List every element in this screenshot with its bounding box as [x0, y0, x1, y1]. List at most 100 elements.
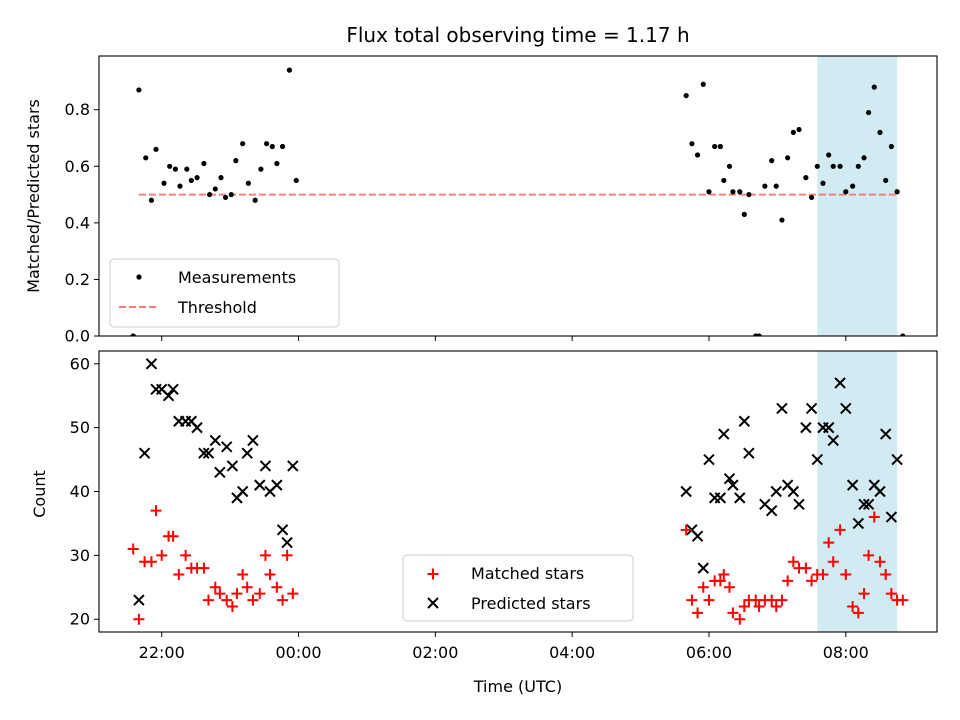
measurement-point	[167, 163, 173, 169]
measurement-point	[683, 92, 689, 99]
matched-star-marker	[727, 607, 739, 619]
predicted-star-marker	[834, 377, 846, 389]
y-tick-label: 40	[70, 482, 90, 501]
measurement-point	[721, 177, 727, 184]
matched-star-marker	[145, 556, 157, 568]
measurement-point	[153, 146, 159, 152]
measurement-point	[148, 197, 155, 203]
predicted-star-marker	[827, 434, 839, 447]
y-tick-label: 20	[70, 610, 90, 629]
matched-star-marker	[247, 594, 259, 606]
matched-star-marker	[703, 594, 715, 606]
measurement-point	[177, 183, 183, 189]
predicted-star-marker	[241, 447, 253, 459]
predicted-star-marker	[259, 460, 272, 472]
measurement-point	[865, 109, 872, 116]
predicted-star-marker	[714, 492, 727, 504]
matched-star-marker	[738, 600, 750, 612]
matched-star-marker	[817, 569, 829, 581]
matched-star-marker	[782, 575, 794, 587]
matched-star-marker	[167, 530, 179, 542]
legend-predicted-marker	[427, 597, 439, 609]
predicted-star-marker	[254, 479, 266, 491]
measurement-point	[212, 186, 218, 192]
matched-star-marker	[776, 594, 788, 606]
matched-star-marker	[692, 607, 704, 619]
measurement-point	[264, 141, 270, 147]
matched-star-marker	[686, 594, 698, 606]
measurement-point	[741, 211, 747, 217]
matched-star-marker	[180, 549, 192, 561]
measurement-point	[779, 217, 785, 223]
measurement-point	[883, 177, 889, 184]
y-tick-label: 0.0	[65, 327, 90, 346]
legend-box	[109, 258, 340, 328]
measurement-point	[855, 163, 861, 169]
measurement-point	[689, 141, 695, 147]
measurement-point	[850, 183, 856, 189]
measurement-point	[796, 126, 802, 133]
measurement-point	[837, 163, 843, 169]
predicted-star-marker	[209, 434, 222, 447]
predicted-star-marker	[162, 389, 175, 402]
y-tick-label: 30	[70, 546, 90, 565]
measurement-point	[737, 189, 743, 195]
y-tick-label: 60	[70, 354, 90, 373]
matched-star-marker	[723, 581, 735, 593]
matched-star-marker	[259, 549, 271, 561]
matched-star-marker	[173, 569, 185, 581]
matched-star-marker	[254, 588, 266, 600]
measurement-point	[161, 180, 167, 186]
matched-star-marker	[827, 556, 839, 568]
matched-star-marker	[214, 588, 226, 600]
legend-matched-label: Matched stars	[471, 564, 584, 583]
chart-title: Flux total observing time = 1.17 h	[346, 23, 689, 47]
predicted-star-marker	[202, 447, 215, 459]
matched-star-marker	[753, 600, 765, 612]
top-panel: 0.0 0.2 0.4 0.6 0.8 Measurements Threshold	[65, 55, 938, 346]
predicted-star-marker	[727, 479, 739, 491]
matched-star-marker	[241, 581, 253, 593]
predicted-star-marker	[697, 562, 709, 574]
x-tick-label: 06:00	[686, 643, 732, 662]
measurement-point	[706, 189, 712, 195]
matched-star-marker	[209, 581, 221, 593]
predicted-star-marker	[723, 473, 736, 485]
top-legend: Measurements Threshold	[109, 258, 340, 328]
matched-star-marker	[847, 600, 859, 612]
predicted-star-marker	[874, 485, 886, 498]
measurement-point	[194, 175, 200, 181]
y-tick-label: 0.8	[65, 100, 90, 119]
measurement-point	[877, 129, 883, 135]
measurement-point	[820, 180, 826, 186]
measurement-point	[206, 191, 213, 198]
measurement-point	[172, 166, 178, 172]
y-tick-label: 0.6	[65, 157, 90, 176]
predicted-star-marker	[703, 453, 715, 466]
measurement-point	[274, 160, 280, 167]
predicted-star-marker	[247, 434, 259, 447]
predicted-star-marker	[133, 594, 145, 606]
matched-star-marker	[800, 562, 812, 574]
measurement-point	[861, 155, 867, 161]
predicted-star-marker	[281, 536, 293, 549]
predicted-star-marker	[765, 504, 778, 517]
measurement-point	[773, 183, 779, 189]
axes-frame	[98, 55, 938, 337]
matched-star-marker	[237, 569, 249, 581]
predicted-star-marker	[214, 466, 226, 479]
predicted-star-marker	[879, 428, 892, 440]
top-y-axis-label: Matched/Predicted stars	[24, 99, 43, 293]
matched-star-marker	[264, 569, 276, 581]
predicted-star-marker	[800, 421, 812, 434]
matched-star-marker	[226, 600, 238, 612]
measurement-point	[730, 189, 736, 195]
predicted-star-marker	[691, 530, 704, 542]
measurement-point	[279, 143, 286, 150]
predicted-star-marker	[846, 479, 859, 491]
matched-star-marker	[734, 613, 746, 625]
matched-star-marker	[127, 543, 139, 555]
predicted-star-marker	[734, 492, 746, 504]
measurement-point	[218, 175, 224, 181]
measurement-point	[871, 84, 877, 90]
